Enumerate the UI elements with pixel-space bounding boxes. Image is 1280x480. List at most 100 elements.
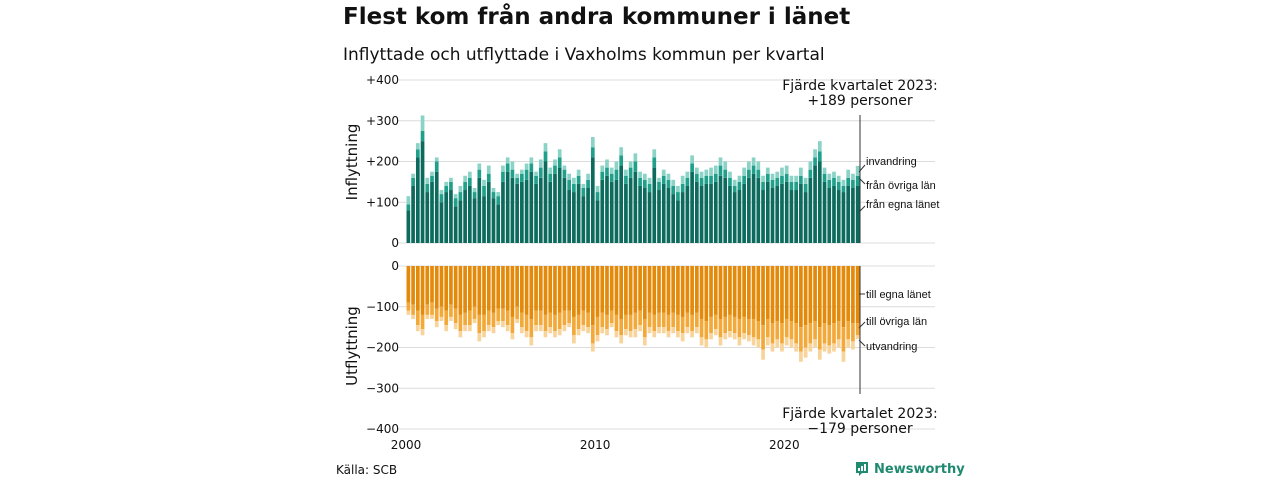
bar-inflow <box>846 177 851 186</box>
bar-outflow <box>420 266 425 315</box>
bar-outflow <box>803 325 808 348</box>
bar-inflow <box>524 163 529 170</box>
bar-outflow <box>765 318 770 338</box>
chart-title: Flest kom från andra kommuner i länet <box>343 4 851 30</box>
bar-inflow <box>619 165 624 243</box>
bar-inflow <box>770 179 775 188</box>
bar-outflow <box>628 331 633 338</box>
bar-inflow <box>567 190 572 243</box>
bar-outflow <box>642 266 647 319</box>
bar-inflow <box>690 171 694 243</box>
bar-outflow <box>430 314 434 319</box>
bar-outflow <box>680 316 685 334</box>
bar-outflow <box>633 266 638 313</box>
bar-inflow <box>709 175 713 184</box>
bar-inflow <box>520 169 524 174</box>
bar-outflow <box>855 266 860 324</box>
bar-inflow <box>520 173 524 182</box>
bar-inflow <box>737 175 742 182</box>
bar-outflow <box>477 266 482 315</box>
bar-outflow <box>472 318 477 324</box>
bar-inflow <box>770 173 775 180</box>
bar-inflow <box>453 194 458 199</box>
bar-outflow <box>609 323 614 328</box>
bar-inflow <box>538 167 543 178</box>
bar-outflow <box>784 337 789 346</box>
bar-inflow <box>661 183 666 243</box>
tick-labels: 0 +100 +200 +300 +400 0 −100 −200 −300 −400 2000 20… <box>366 73 800 452</box>
bar-outflow <box>453 323 458 330</box>
bar-inflow <box>751 165 756 174</box>
ytick-bottom: −200 <box>366 341 399 355</box>
bar-outflow <box>661 266 666 313</box>
bar-inflow <box>501 171 505 182</box>
bar-inflow <box>444 181 449 186</box>
bar-outflow <box>676 314 680 332</box>
bar-outflow <box>647 327 652 334</box>
bar-outflow <box>567 323 572 328</box>
bar-outflow <box>817 349 822 360</box>
bar-inflow <box>562 177 567 243</box>
bar-inflow <box>439 202 444 243</box>
annotation-top-line2: +189 personer <box>807 93 913 109</box>
bar-inflow <box>467 177 472 186</box>
bar-inflow <box>557 157 562 168</box>
bar-outflow <box>444 310 449 326</box>
bar-inflow <box>723 169 728 178</box>
bar-outflow <box>794 343 799 352</box>
bar-inflow <box>600 165 605 172</box>
bar-inflow <box>836 190 841 243</box>
bar-outflow <box>534 325 538 332</box>
bar-inflow <box>756 161 761 170</box>
outflow-bars <box>406 266 860 362</box>
bar-inflow <box>434 157 439 162</box>
bar-outflow <box>586 312 590 328</box>
bar-outflow <box>690 266 694 315</box>
bar-outflow <box>827 325 832 346</box>
bar-outflow <box>661 327 666 334</box>
bar-outflow <box>789 266 794 322</box>
bar-outflow <box>827 266 832 326</box>
bar-inflow <box>718 165 723 176</box>
bar-inflow <box>477 163 482 170</box>
bar-inflow <box>832 185 836 243</box>
bar-outflow <box>742 333 746 340</box>
bar-inflow <box>794 175 799 182</box>
bar-outflow <box>425 314 430 319</box>
bar-inflow <box>449 177 453 182</box>
bar-inflow <box>761 181 765 191</box>
bar-outflow <box>605 329 609 336</box>
bar-outflow <box>420 314 425 330</box>
bar-inflow <box>538 159 543 168</box>
bar-inflow <box>704 169 709 176</box>
bar-inflow <box>770 187 775 243</box>
bar-outflow <box>482 266 486 315</box>
legend-connectors <box>858 164 866 347</box>
bar-outflow <box>515 306 519 319</box>
bar-outflow <box>411 304 415 315</box>
bar-outflow <box>425 304 430 315</box>
bar-inflow <box>817 161 822 243</box>
bar-outflow <box>458 331 463 338</box>
bar-outflow <box>775 339 780 348</box>
bar-outflow <box>851 341 855 350</box>
bar-inflow <box>595 192 600 201</box>
legend-fran-egna-lanet: från egna länet <box>866 199 939 211</box>
bar-inflow <box>780 175 784 184</box>
bar-inflow <box>813 165 817 243</box>
ytick-top: 0 <box>391 236 399 250</box>
bar-outflow <box>822 343 827 352</box>
bar-outflow <box>784 318 789 338</box>
bar-outflow <box>761 266 765 326</box>
bar-inflow <box>817 141 822 152</box>
bar-inflow <box>841 179 846 186</box>
bar-inflow <box>553 173 557 243</box>
ytick-top: +300 <box>366 114 399 128</box>
bar-inflow <box>439 190 444 195</box>
bar-outflow <box>449 316 453 322</box>
bar-outflow <box>524 314 529 332</box>
bar-inflow <box>439 194 444 203</box>
bar-inflow <box>728 185 732 243</box>
bar-outflow <box>832 323 836 344</box>
bar-inflow <box>415 143 420 150</box>
